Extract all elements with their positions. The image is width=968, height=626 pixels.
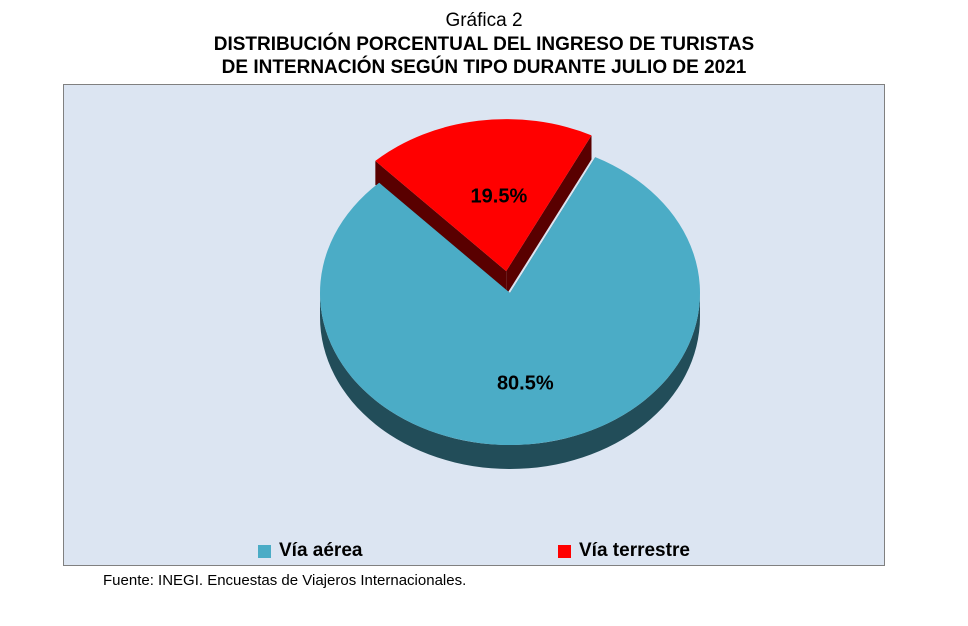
pie-side-1 (375, 135, 592, 296)
data-label-via-aerea: 80.5% (497, 373, 554, 395)
chart-kicker: Gráfica 2 (445, 10, 523, 31)
data-label-via-terrestre: 19.5% (471, 185, 528, 207)
plot-area: 19.5% 80.5% (63, 84, 885, 566)
legend-item-via-aerea: Vía aérea (258, 540, 362, 562)
chart-title-line-1: DISTRIBUCIÓN PORCENTUAL DEL INGRESO DE T… (213, 34, 755, 55)
legend-item-via-terrestre: Vía terrestre (558, 540, 690, 562)
source-note: Fuente: INEGI. Encuestas de Viajeros Int… (103, 572, 467, 589)
pie-slice-via-aerea (320, 157, 700, 445)
legend-label-via-terrestre: Vía terrestre (579, 540, 690, 561)
pie-chart: 19.5% 80.5% (320, 119, 700, 469)
chart-title-line-2: DE INTERNACIÓN SEGÚN TIPO DURANTE JULIO … (221, 57, 747, 78)
pie-slice-via-terrestre (375, 119, 592, 272)
legend-swatch-via-aerea (258, 544, 271, 558)
legend-swatch-via-terrestre (558, 544, 571, 558)
legend-label-via-aerea: Vía aérea (279, 540, 363, 561)
